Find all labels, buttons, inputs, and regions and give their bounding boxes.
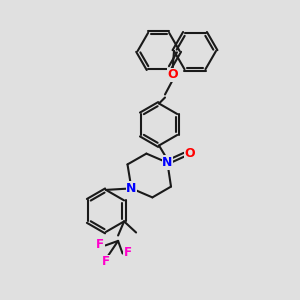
Text: F: F [102,255,110,268]
Text: F: F [96,238,104,251]
Text: F: F [124,246,132,260]
Text: O: O [184,146,195,160]
Text: N: N [162,156,172,169]
Text: N: N [126,182,136,195]
Text: O: O [167,68,178,82]
